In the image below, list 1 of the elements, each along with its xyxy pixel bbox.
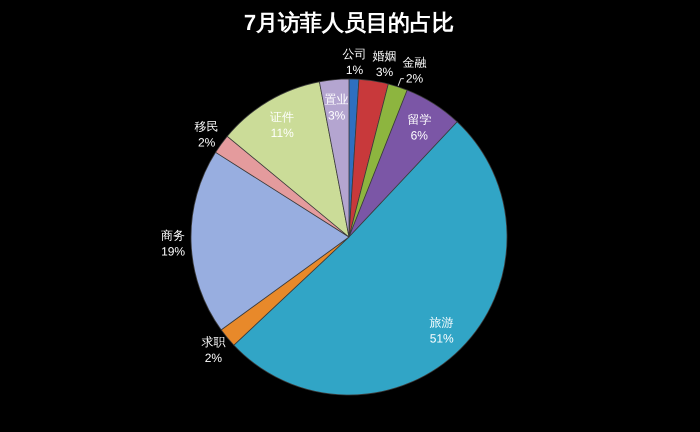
title: 7月访菲人员目的占比 xyxy=(244,10,454,35)
